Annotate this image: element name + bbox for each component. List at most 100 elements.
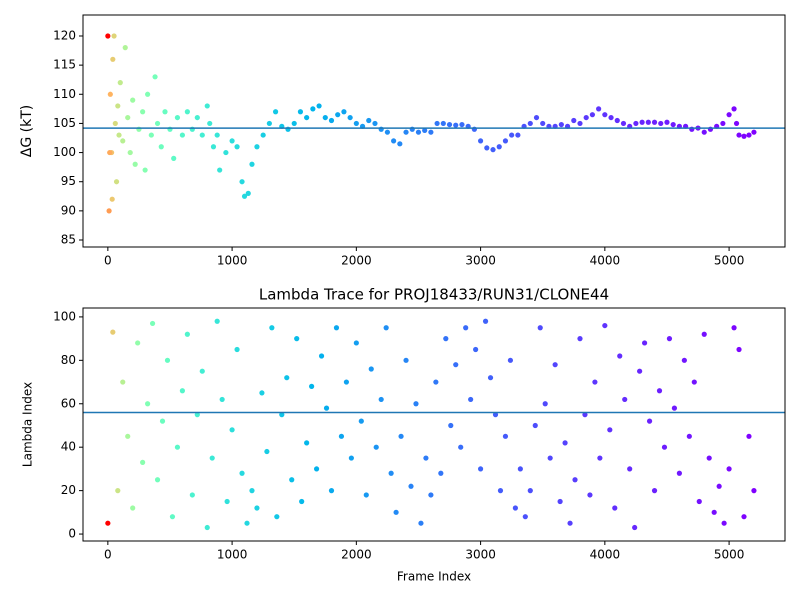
point: [159, 418, 166, 424]
point: [372, 120, 378, 127]
point: [171, 155, 177, 161]
point: [746, 132, 752, 138]
x-tick-label: 4000: [590, 548, 621, 562]
point: [453, 362, 459, 368]
point: [446, 121, 453, 128]
point: [443, 336, 449, 342]
point: [148, 132, 154, 138]
point: [266, 120, 272, 127]
point: [477, 466, 484, 472]
point: [194, 114, 200, 121]
point: [602, 112, 608, 118]
point: [670, 121, 676, 128]
y-tick-label: 105: [53, 116, 76, 130]
point: [149, 320, 156, 327]
x-tick-label: 1000: [217, 254, 248, 268]
point: [592, 379, 598, 385]
point: [676, 470, 682, 476]
chart-title: Lambda Trace for PROJ18433/RUN31/CLONE44: [259, 286, 609, 304]
point: [106, 208, 112, 214]
point: [434, 120, 440, 127]
point: [260, 132, 266, 138]
point: [378, 396, 384, 403]
point: [733, 120, 740, 127]
point: [289, 477, 295, 483]
point: [120, 138, 126, 144]
axes-frame: [82, 14, 786, 248]
y-tick-label: 100: [53, 145, 76, 159]
point: [162, 109, 168, 115]
point: [333, 325, 340, 331]
x-tick-label: 1000: [217, 548, 248, 562]
point: [105, 33, 111, 39]
point: [112, 120, 118, 127]
point: [154, 477, 161, 483]
point: [433, 379, 439, 385]
point: [304, 440, 310, 446]
point: [497, 488, 504, 494]
y-tick-label: 80: [61, 353, 76, 367]
point: [527, 488, 533, 494]
point: [428, 129, 434, 135]
y-tick-label: 100: [53, 309, 76, 323]
y-axis-label: ΔG (kT): [19, 105, 35, 157]
point: [207, 120, 213, 127]
point: [557, 498, 563, 505]
point: [731, 106, 737, 112]
point: [338, 433, 345, 439]
point: [140, 109, 146, 115]
point: [217, 167, 223, 173]
y-tick-label: 110: [53, 87, 76, 101]
point: [107, 91, 113, 97]
point: [393, 509, 399, 515]
x-tick-label: 0: [104, 548, 112, 562]
point: [234, 144, 240, 150]
point: [328, 488, 335, 494]
point: [107, 149, 113, 156]
point: [373, 444, 379, 450]
point: [721, 520, 727, 526]
point: [115, 488, 121, 494]
y-tick-label: 60: [61, 396, 76, 410]
point: [184, 109, 190, 115]
point: [110, 329, 116, 335]
x-tick-label: 2000: [341, 548, 372, 562]
point: [120, 379, 126, 385]
point: [602, 322, 608, 329]
point: [358, 418, 364, 424]
point: [664, 119, 670, 125]
x-tick-label: 3000: [465, 254, 496, 268]
point: [696, 498, 702, 505]
point: [438, 470, 444, 476]
point: [259, 390, 265, 396]
point: [537, 325, 543, 331]
point: [562, 440, 568, 446]
point: [323, 405, 330, 411]
point: [210, 144, 217, 150]
point: [309, 383, 315, 389]
point: [397, 141, 403, 147]
point: [204, 524, 210, 531]
point: [614, 117, 620, 124]
point: [174, 114, 181, 121]
point: [219, 396, 225, 403]
point: [532, 422, 538, 429]
point: [199, 132, 205, 138]
point: [691, 379, 697, 385]
point: [408, 483, 414, 489]
point: [746, 433, 752, 439]
point: [701, 331, 707, 337]
point: [152, 74, 158, 80]
x-tick-label: 5000: [714, 548, 745, 562]
point: [661, 444, 668, 450]
point: [184, 331, 190, 337]
point: [140, 459, 146, 465]
point: [681, 357, 687, 363]
point: [125, 433, 131, 439]
point: [522, 514, 528, 520]
point: [571, 117, 577, 124]
point: [229, 427, 235, 433]
point: [223, 149, 229, 156]
point: [567, 520, 573, 526]
y-axis-label: Lambda Index: [21, 382, 35, 467]
